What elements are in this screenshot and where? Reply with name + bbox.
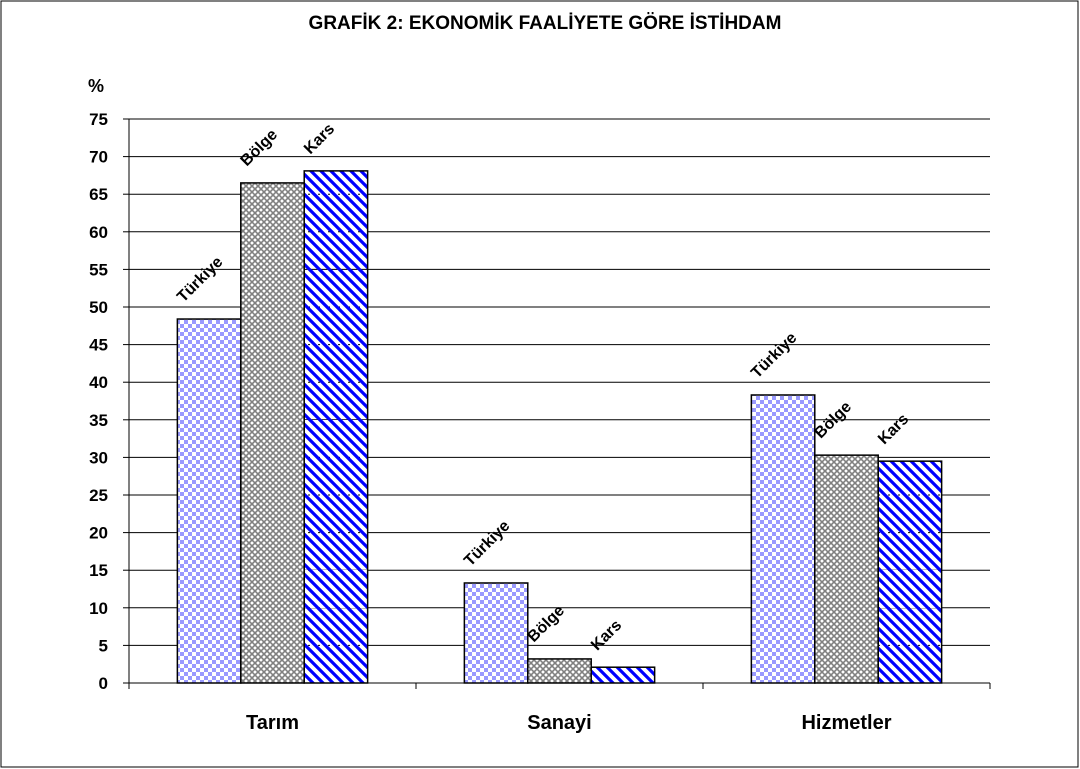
bar [303,170,369,684]
bar [463,582,529,684]
y-tick-label: 40 [89,373,108,392]
y-tick-label: 0 [99,674,108,693]
y-tick-label: 10 [89,599,108,618]
y-tick-label: 45 [89,336,108,355]
bar [750,394,816,684]
y-tick-label: 65 [89,185,108,204]
bar [240,182,305,684]
bar [527,658,592,684]
y-axis-label: % [88,76,104,96]
x-tick-label: Tarım [246,712,299,734]
y-tick-label: 30 [89,448,108,467]
y-tick-label: 20 [89,524,108,543]
y-tick-label: 60 [89,223,108,242]
y-tick-label: 5 [99,636,108,655]
x-tick-label: Sanayi [527,712,591,734]
y-tick-label: 50 [89,298,108,317]
chart-title: GRAFİK 2: EKONOMİK FAALİYETE GÖRE İSTİHD… [309,13,782,34]
y-tick-label: 70 [89,148,108,167]
bar [814,454,879,684]
y-tick-label: 25 [89,486,108,505]
y-tick-label: 75 [89,110,108,129]
y-tick-label: 35 [89,411,108,430]
bar [590,666,656,684]
x-tick-label: Hizmetler [801,712,891,734]
y-tick-label: 55 [89,260,108,279]
bar [176,318,242,684]
y-tick-label: 15 [89,561,108,580]
bar [877,460,943,684]
